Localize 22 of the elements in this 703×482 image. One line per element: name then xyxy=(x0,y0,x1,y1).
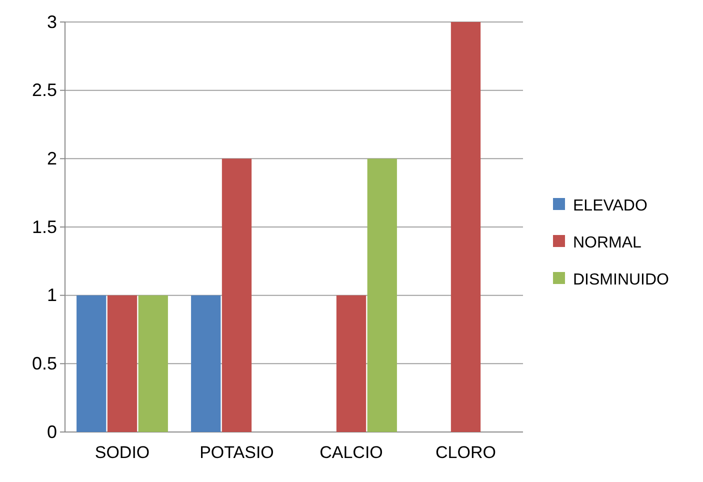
bar xyxy=(107,295,138,432)
x-tick-label: SODIO xyxy=(94,443,150,462)
bar xyxy=(367,158,397,432)
x-tick-label: POTASIO xyxy=(200,443,274,462)
y-tick-label: 1 xyxy=(46,285,57,306)
legend-label: ELEVADO xyxy=(573,198,648,215)
bar xyxy=(191,295,221,432)
y-tick-label: 0.5 xyxy=(32,353,57,374)
x-tick-label: CLORO xyxy=(436,443,496,462)
y-tick-label: 2.5 xyxy=(32,80,57,100)
y-tick-label: 2 xyxy=(46,148,57,168)
legend-label: DISMINUIDO xyxy=(573,272,669,289)
bar xyxy=(336,295,366,432)
bar xyxy=(222,158,252,432)
bar xyxy=(76,295,106,432)
x-tick-label: CALCIO xyxy=(320,443,383,462)
y-tick-label: 0 xyxy=(46,422,57,442)
y-tick-label: 1.5 xyxy=(32,216,57,237)
bar xyxy=(450,22,481,432)
bar xyxy=(138,295,168,432)
y-tick-label: 3 xyxy=(46,12,57,32)
legend-label: NORMAL xyxy=(573,234,642,252)
